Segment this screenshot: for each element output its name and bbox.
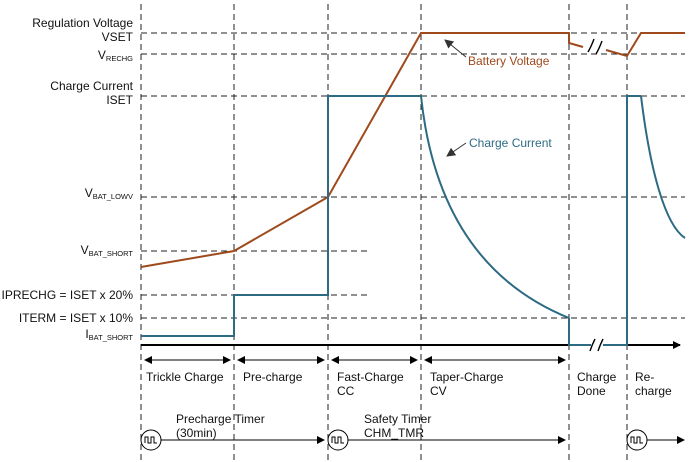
iprechg-label: IPRECHG = ISET x 20% [2,288,134,302]
iset-label: ISET [106,93,133,107]
phase-recharge-line2: charge [635,384,672,398]
charge-current-label: Charge Current [50,79,133,93]
reference-lines [141,32,685,319]
battery-voltage-pointer [444,39,467,58]
phase-taper-charge: Taper-Charge [430,370,504,384]
phase-recharge: Re- [635,370,654,384]
vrechg-label: VRECHG [98,48,133,63]
timer-clock-icon [327,429,349,451]
time-axis [141,338,681,352]
precharge-timer-duration: (30min) [176,426,217,440]
precharge-timer-label: Precharge Timer [176,412,265,426]
left-axis-labels: Regulation Voltage VSET VRECHG Charge Cu… [2,16,134,342]
timer-labels: Precharge Timer (30min) Safety Timer CHM… [176,412,431,440]
phase-taper-charge-mode: CV [430,384,447,398]
battery-voltage-annotation: Battery Voltage [468,54,550,68]
regulation-voltage-label: Regulation Voltage [32,16,133,30]
charge-current-curve [141,95,686,346]
phase-trickle-charge: Trickle Charge [146,370,224,384]
phase-labels: Trickle Charge Pre-charge Fast-Charge CC… [146,370,672,398]
vset-label: VSET [102,30,134,44]
vbat-short-label: VBAT_SHORT [81,243,134,258]
phase-fast-charge-mode: CC [337,384,355,398]
iterm-label: ITERM = ISET x 10% [19,311,133,325]
charge-current-annotation: Charge Current [469,136,552,150]
ibat-short-label: IBAT_SHORT [85,327,133,342]
safety-timer-label: Safety Timer [364,412,431,426]
phase-boundaries [140,4,628,462]
safety-timer-name: CHM_TMR [364,426,424,440]
timer-clock-icon [626,429,648,451]
phase-fast-charge: Fast-Charge [337,370,404,384]
charge-current-pointer [446,142,467,157]
battery-voltage-curve [140,32,685,268]
phase-charge-done: Charge [577,370,617,384]
vbat-lowv-label: VBAT_LOWV [85,186,133,201]
timer-clock-icon [140,429,162,451]
phase-pre-charge: Pre-charge [243,370,303,384]
phase-charge-done-line2: Done [577,384,606,398]
